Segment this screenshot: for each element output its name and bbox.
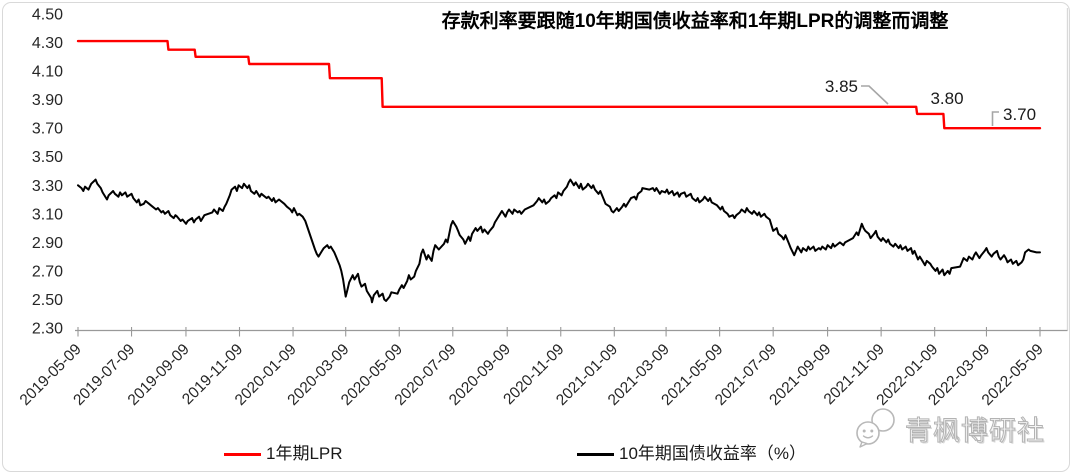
y-axis-tick-label: 3.10 <box>32 206 63 223</box>
y-axis-tick-label: 2.70 <box>32 263 63 280</box>
lpr-line <box>76 39 1042 130</box>
y-axis-tick-label: 2.90 <box>32 235 63 252</box>
y-axis-tick-label: 3.50 <box>32 149 63 166</box>
legend-item-bond: 10年期国债收益率（%） <box>577 442 806 466</box>
y-axis-tick-label: 4.10 <box>32 64 63 81</box>
bond-line-swatch <box>577 452 614 456</box>
chart-title: 存款利率要跟随10年期国债收益率和1年期LPR的调整而调整 <box>441 11 949 32</box>
annotation-leader-line <box>991 111 999 126</box>
legend-item-lpr: 1年期LPR <box>224 442 343 466</box>
y-axis-tick-label: 2.50 <box>32 292 63 309</box>
legend: 1年期LPR 10年期国债收益率（%） <box>0 442 1073 468</box>
y-axis-tick-label: 2.30 <box>32 321 63 338</box>
legend-label-lpr: 1年期LPR <box>266 444 343 463</box>
annotation-leader-line <box>861 85 889 105</box>
y-axis-tick-label: 4.30 <box>32 35 63 52</box>
y-axis-tick-label: 3.90 <box>32 92 63 109</box>
legend-label-bond: 10年期国债收益率（%） <box>619 444 807 463</box>
annotation-label: 3.70 <box>1003 105 1036 124</box>
annotation-label: 3.80 <box>930 89 963 108</box>
y-axis-tick-label: 3.30 <box>32 178 63 195</box>
bond-yield-line <box>77 178 1041 304</box>
annotation-label: 3.85 <box>825 77 858 96</box>
y-axis-tick-label: 3.70 <box>32 121 63 138</box>
lpr-line-swatch <box>224 452 261 456</box>
y-axis-tick-label: 4.50 <box>32 7 63 24</box>
